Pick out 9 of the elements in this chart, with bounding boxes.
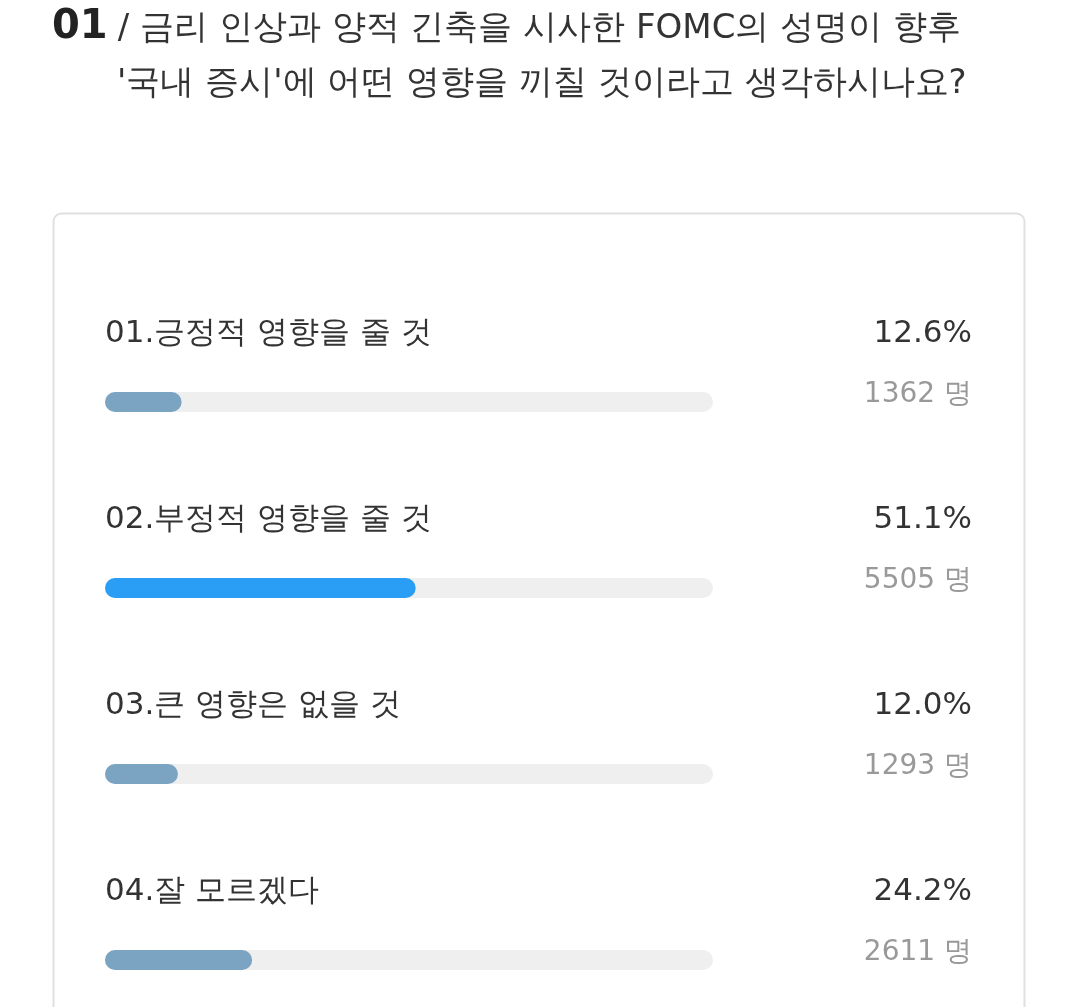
data-label: 51.1% xyxy=(873,499,972,535)
y-tick-label: 01.긍정적 영향을 줄 것 xyxy=(105,313,432,349)
y-tick-label: 03.큰 영향은 없을 것 xyxy=(105,685,401,721)
data-label: 12.6% xyxy=(873,313,972,349)
data-label: 12.0% xyxy=(873,685,972,721)
title: 01 / 금리 인상과 양적 긴축을 시사한 FOMC의 성명이 향후 '국내 증시'에 어떤 영향을 끼칠 것이라고 생각하시나요? xyxy=(52,1,967,101)
data-label: 24.2% xyxy=(873,871,972,907)
y-tick-label: 02.부정적 영향을 줄 것 xyxy=(105,499,432,535)
y-tick-label: 04.잘 모르겠다 xyxy=(105,871,320,907)
